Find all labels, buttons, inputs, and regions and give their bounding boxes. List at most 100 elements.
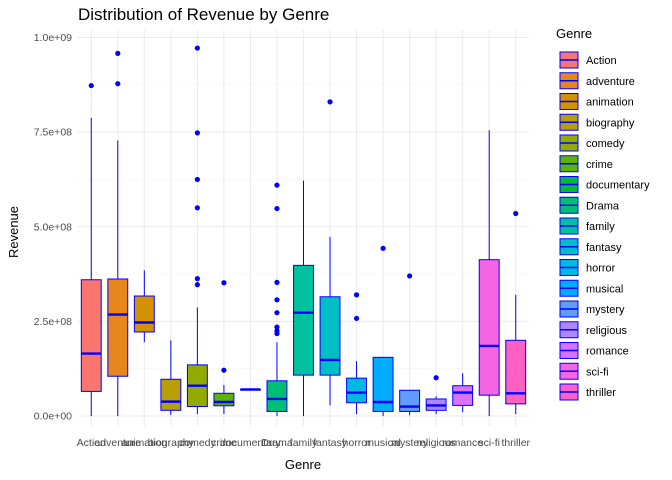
legend-label: Drama [586,200,620,212]
box-body [293,264,314,376]
legend-item-horror: horror [559,259,616,276]
box-body [346,377,368,404]
outlier-point [274,279,280,285]
x-tick-label: family [290,437,318,449]
outlier-point [194,130,200,136]
legend-item-family: family [559,217,615,235]
outlier-point [274,297,280,303]
box-body [399,389,421,412]
x-tick-label: mystery [391,437,429,449]
y-tick-label: 2.5e+08 [34,316,72,328]
y-axis-ticks: 0.0e+00 2.5e+08 5.0e+08 7.5e+08 1.0e+09 [34,32,72,423]
box-horror [346,292,368,415]
box-body [80,279,102,392]
legend-item-biography: biography [559,113,635,131]
y-tick-label: 7.5e+08 [34,127,72,139]
outlier-point [433,375,439,381]
legend-item-action: Action [559,51,617,69]
outlier-point [194,205,200,211]
box-sci-fi [478,130,500,416]
box-crime [213,280,235,415]
outlier-point [274,324,280,330]
x-tick-label: religious [417,437,456,449]
box-adventure [107,50,129,416]
box-animation [133,270,155,343]
legend-item-crime: crime [559,155,613,173]
outlier-point [407,273,413,279]
legend-label: thriller [586,387,616,399]
legend-label: musical [586,283,623,295]
x-tick-label: biography [148,437,195,449]
legend-label: horror [586,263,616,275]
legend-label: documentary [586,180,650,192]
chart-title: Distribution of Revenue by Genre [78,5,329,24]
x-tick-label: horror [343,437,372,449]
box-body [266,380,288,412]
legend-label: fantasy [586,242,622,254]
outlier-point [88,82,94,89]
y-tick-label: 1.0e+09 [34,32,72,44]
legend-label: Action [586,55,617,67]
legend-item-fantasy: fantasy [559,238,622,256]
legend-label: crime [586,159,613,171]
outlier-point [194,45,200,51]
box-comedy [186,45,208,415]
outlier-point [274,205,280,212]
legend-label: romance [586,346,629,358]
y-tick-label: 5.0e+08 [34,221,72,233]
box-body [319,296,341,376]
box-biography [160,340,182,415]
x-tick-label: thriller [501,437,530,449]
outlier-point [353,315,360,321]
box-body [213,392,235,407]
legend-item-religious: religious [559,321,627,339]
legend-item-drama: Drama [559,196,620,214]
legend-item-adventure: adventure [559,72,635,90]
legend-label: mystery [586,304,625,316]
box-romance [452,373,474,413]
legend-item-documentary: documentary [559,176,650,193]
box-mystery [399,273,421,416]
legend-label: family [586,221,615,233]
outlier-point [115,81,121,87]
outlier-point [221,367,227,373]
box-family [293,180,314,416]
legend-label: biography [586,117,635,129]
x-tick-label: animation [122,437,168,449]
box-body [160,378,182,411]
outlier-point [221,280,227,286]
x-tick-label: Action [77,437,106,449]
legend-item-romance: romance [559,342,629,359]
x-axis-title: Genre [285,457,321,472]
outlier-point [194,176,200,183]
box-body [372,356,394,412]
legend-label: comedy [586,138,625,150]
outlier-point [274,182,280,188]
legend-item-musical: musical [559,279,623,297]
box-body [133,295,155,333]
outlier-point [353,292,360,298]
legend-item-thriller: thriller [559,383,616,401]
outlier-point [274,328,280,334]
outlier-point [380,245,386,251]
outlier-point [115,50,121,56]
box-action [80,82,102,416]
legend-label: adventure [586,76,635,88]
box-body [478,259,500,396]
box-thriller [505,210,527,415]
box-body [107,278,129,377]
box-religious [425,375,447,415]
outlier-point [513,210,519,217]
x-tick-label: Drama [261,437,293,449]
y-axis-title: Revenue [6,206,21,258]
legend-label: animation [586,97,634,109]
legend-label: religious [586,325,627,337]
legend-label: sci-fi [586,366,609,378]
boxes [80,45,527,416]
box-documentary [239,388,261,391]
x-tick-label: documentary [220,437,281,449]
x-tick-label: fantasy [313,437,348,449]
box-drama [266,182,288,416]
outlier-point [274,310,280,316]
